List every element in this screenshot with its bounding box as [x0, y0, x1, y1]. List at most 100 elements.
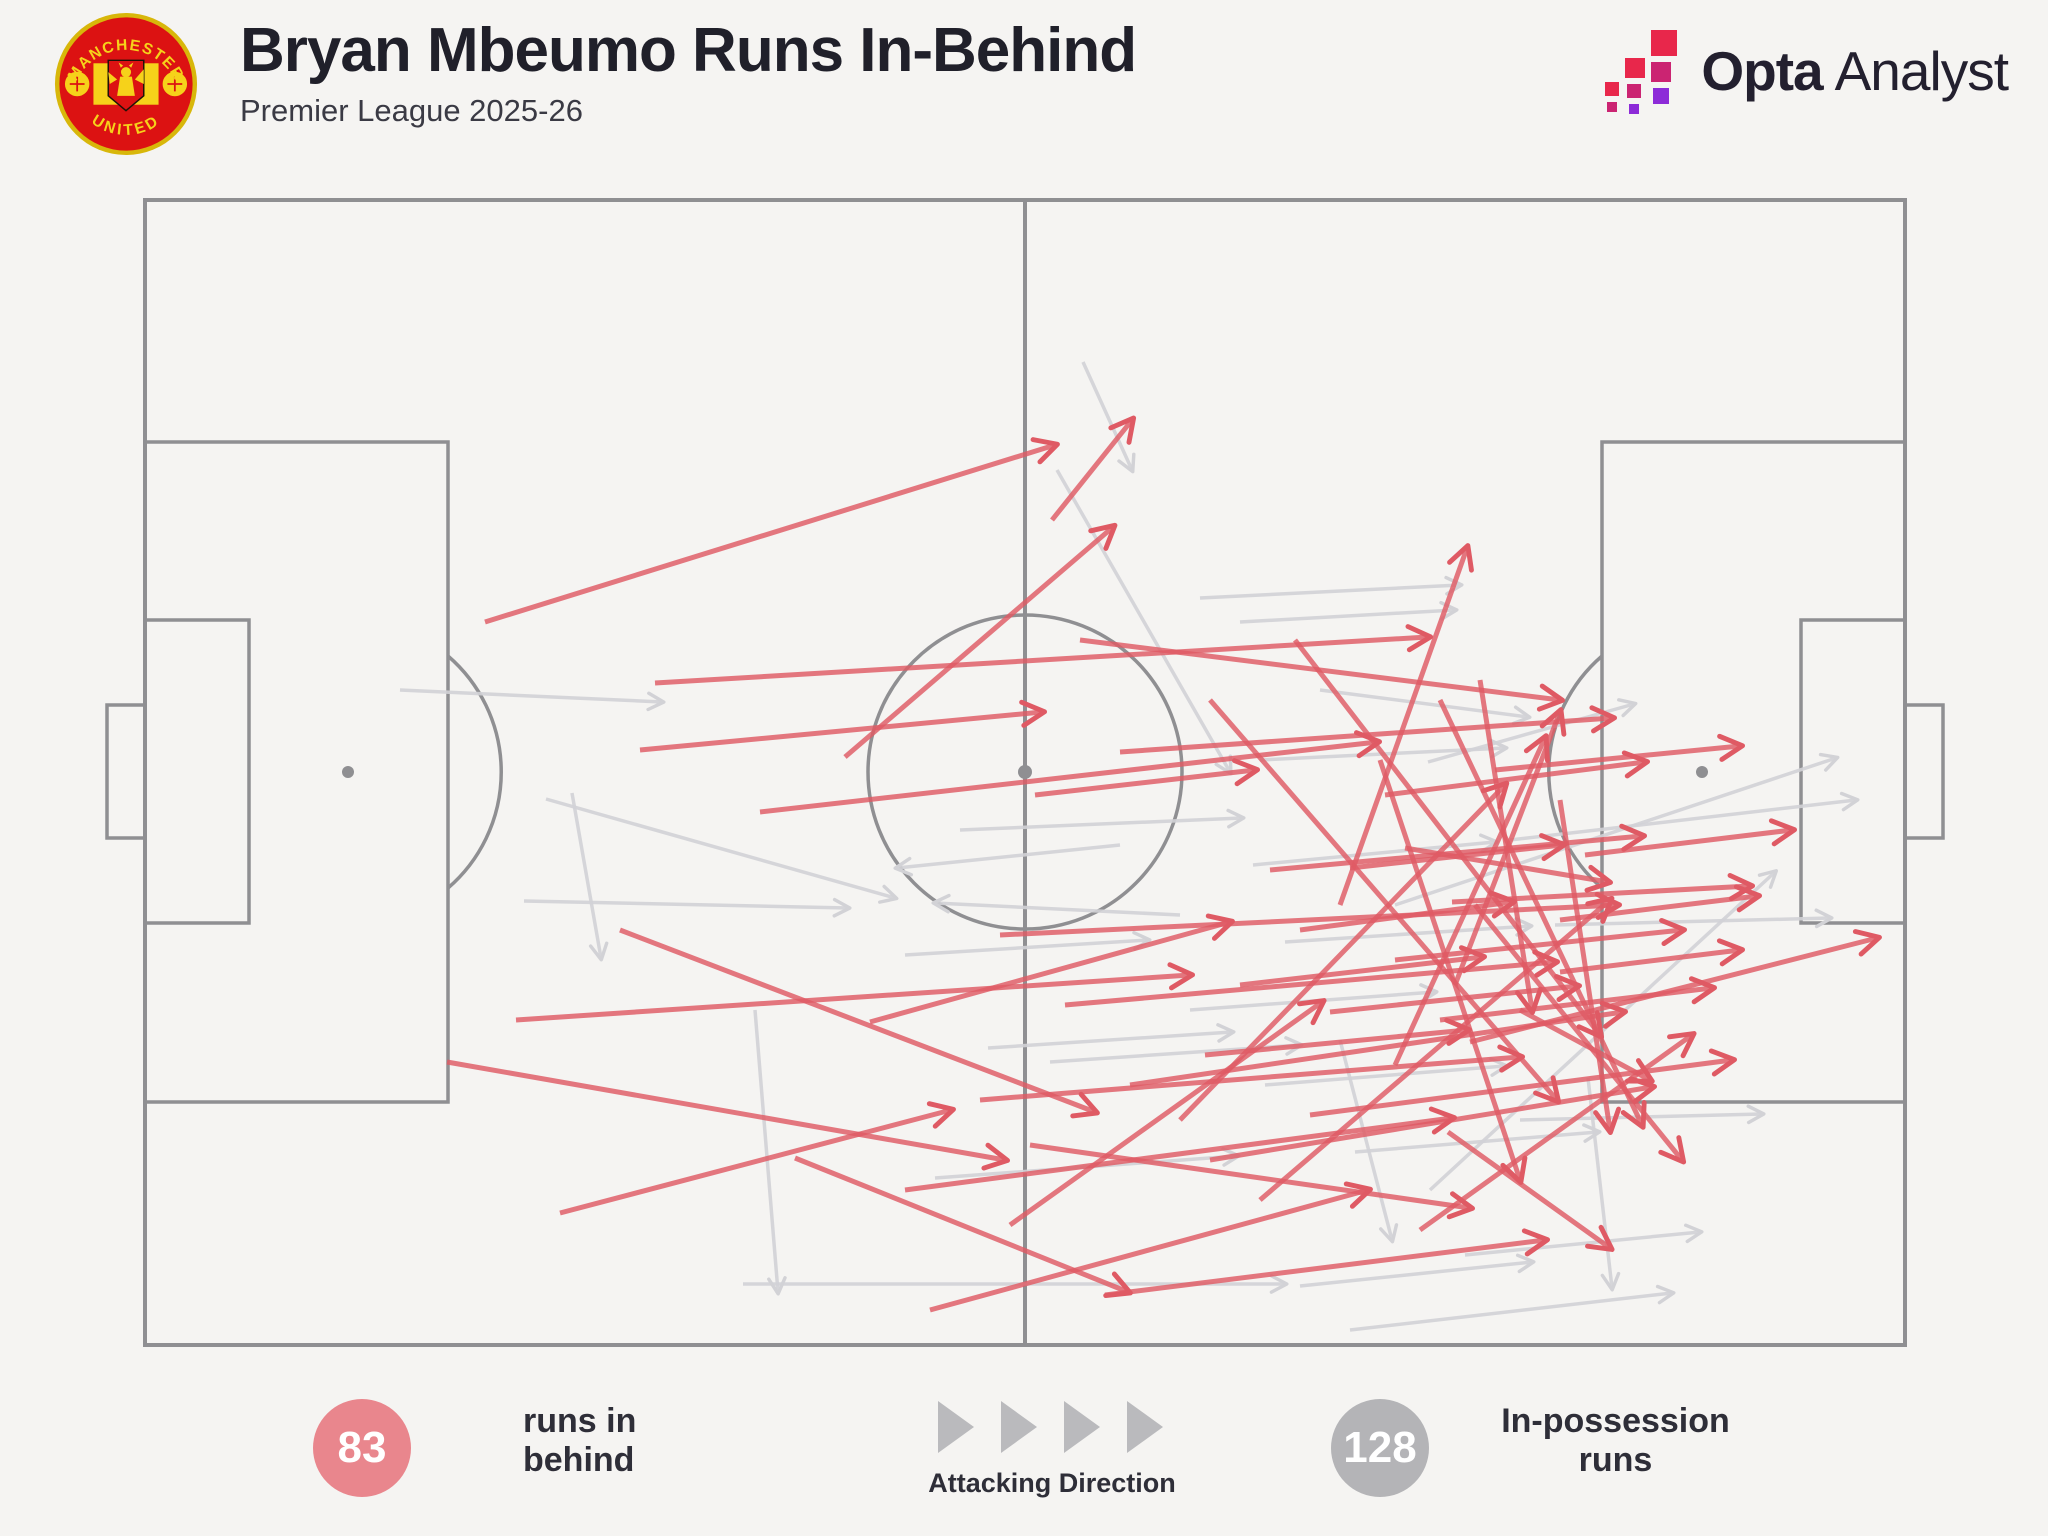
run-in-behind-arrow [1559, 938, 1746, 975]
run-in-behind-arrow [639, 699, 1048, 753]
runs-in-behind-label: runs in behind [523, 1402, 637, 1480]
penalty-box-left [143, 440, 450, 1104]
in-possession-run-arrow [1464, 1223, 1704, 1257]
run-in-behind-arrow [559, 1101, 956, 1216]
runs-in-behind-count: 83 [337, 1423, 387, 1472]
run-in-behind-arrow [979, 1044, 1526, 1103]
in-possession-run-arrow [1284, 917, 1534, 944]
run-in-behind-arrow [1446, 1129, 1615, 1252]
run-in-behind-arrow [1452, 707, 1567, 986]
run-in-behind-arrow [1477, 679, 1543, 1016]
in-possession-run-arrow [987, 1023, 1236, 1050]
run-in-behind-arrow [1258, 895, 1615, 1202]
run-in-behind-arrow [1559, 884, 1763, 923]
run-in-behind-arrow [1384, 750, 1651, 798]
opta-stairs-icon [1605, 30, 1678, 114]
in-possession-run-arrow [399, 688, 666, 712]
in-possession-label: In-possession runs [1501, 1402, 1730, 1480]
penalty-arc-left [446, 654, 503, 890]
page-subtitle: Premier League 2025-26 [240, 93, 583, 129]
runs-in-behind-layer [446, 415, 1882, 1313]
run-in-behind-arrow [1204, 1017, 1473, 1058]
in-possession-run-arrow [1349, 1284, 1676, 1332]
in-possession-run-arrow [1299, 1253, 1536, 1288]
brand-name-bold: Opta [1701, 40, 1823, 102]
center-spot [1018, 765, 1032, 779]
goal-right [1903, 703, 1945, 840]
run-in-behind-arrow [484, 437, 1060, 625]
run-in-behind-arrow [1008, 998, 1327, 1228]
penalty-spot-left [342, 766, 354, 778]
run-in-behind-arrow [759, 730, 1383, 815]
in-possession-run-arrow [893, 843, 1121, 877]
legend: 83 runs in behind Attacking Direction 12… [0, 1380, 2048, 1536]
man-utd-crest-icon: MANCHESTER UNITED [54, 12, 198, 156]
run-in-behind-arrow [1349, 833, 1568, 871]
run-in-behind-arrow [1329, 974, 1583, 1015]
runs-in-behind-count-badge: 83 [313, 1399, 411, 1497]
in-possession-run-arrow [1264, 1057, 1509, 1087]
run-in-behind-arrow [1557, 799, 1622, 1136]
run-in-behind-arrow [1239, 945, 1488, 988]
run-in-behind-arrow [869, 913, 1235, 1025]
in-possession-run-arrow [1081, 361, 1136, 474]
run-in-behind-arrow [1299, 890, 1518, 933]
in-possession-run-arrow [1394, 752, 1840, 907]
in-possession-run-arrow [545, 797, 899, 904]
in-possession-count-badge: 128 [1331, 1399, 1429, 1497]
in-possession-run-arrow [1586, 1077, 1621, 1292]
run-in-behind-arrow [1437, 698, 1647, 1130]
brand-name-light: Analyst [1834, 40, 2009, 102]
run-in-behind-arrow [1050, 415, 1137, 522]
run-in-behind-arrow [1309, 1048, 1738, 1118]
page-title: Bryan Mbeumo Runs In-Behind [240, 16, 1137, 85]
run-in-behind-arrow [1029, 1142, 1476, 1220]
in-possession-runs-layer [399, 361, 1860, 1332]
in-possession-run-arrow [959, 808, 1246, 832]
run-in-behind-arrow [1034, 758, 1261, 798]
penalty-spot-right [1696, 766, 1708, 778]
run-in-behind-arrow [619, 927, 1100, 1119]
header: MANCHESTER UNITED Bryan Mbeumo Runs In-B… [0, 0, 2048, 170]
attacking-direction: Attacking Direction [902, 1400, 1202, 1499]
penalty-box-right [1600, 440, 1907, 1104]
run-in-behind-arrow [904, 1106, 1458, 1193]
run-in-behind-arrow [1494, 733, 1746, 773]
six-yard-box-left [143, 618, 251, 925]
in-possession-run-arrow [931, 893, 1181, 917]
run-in-behind-arrow [1584, 818, 1798, 858]
run-in-behind-arrow [1418, 1031, 1697, 1233]
run-in-behind-arrow [1518, 1007, 1655, 1084]
attacking-direction-label: Attacking Direction [928, 1468, 1176, 1498]
in-possession-run-arrow [904, 930, 1152, 957]
run-in-behind-arrow [1269, 823, 1648, 873]
center-circle [866, 613, 1184, 931]
run-in-behind-arrow [446, 1059, 1010, 1171]
in-possession-run-arrow [523, 897, 852, 918]
in-possession-run-arrow [1338, 1039, 1399, 1244]
run-in-behind-arrow [1473, 903, 1687, 1165]
six-yard-box-right [1799, 618, 1907, 925]
opta-analyst-logo: Opta Analyst [1601, 28, 2009, 114]
attacking-direction-icon [938, 1401, 1163, 1453]
in-possession-run-arrow [1509, 791, 1860, 842]
run-in-behind-arrow [1208, 698, 1562, 1105]
crest-devil [108, 62, 144, 96]
in-possession-run-arrow [570, 792, 609, 962]
in-possession-run-arrow [1055, 469, 1233, 776]
in-possession-run-arrow [1554, 908, 1834, 929]
run-in-behind-arrow [1377, 759, 1528, 1185]
in-possession-run-arrow [753, 1009, 787, 1296]
goal-left [105, 703, 147, 840]
run-in-behind-arrow [1293, 638, 1605, 1040]
in-possession-run-arrow [1239, 600, 1459, 624]
run-in-behind-arrow [929, 1181, 1373, 1313]
run-in-behind-arrow [1104, 1228, 1551, 1298]
in-possession-run-arrow [1319, 688, 1532, 726]
in-possession-run-arrow [1199, 575, 1464, 600]
in-possession-run-arrow [1354, 1123, 1602, 1154]
run-in-behind-arrow [1451, 872, 1756, 905]
run-in-behind-arrow [1469, 929, 1882, 1045]
run-in-behind-arrow [515, 962, 1196, 1023]
